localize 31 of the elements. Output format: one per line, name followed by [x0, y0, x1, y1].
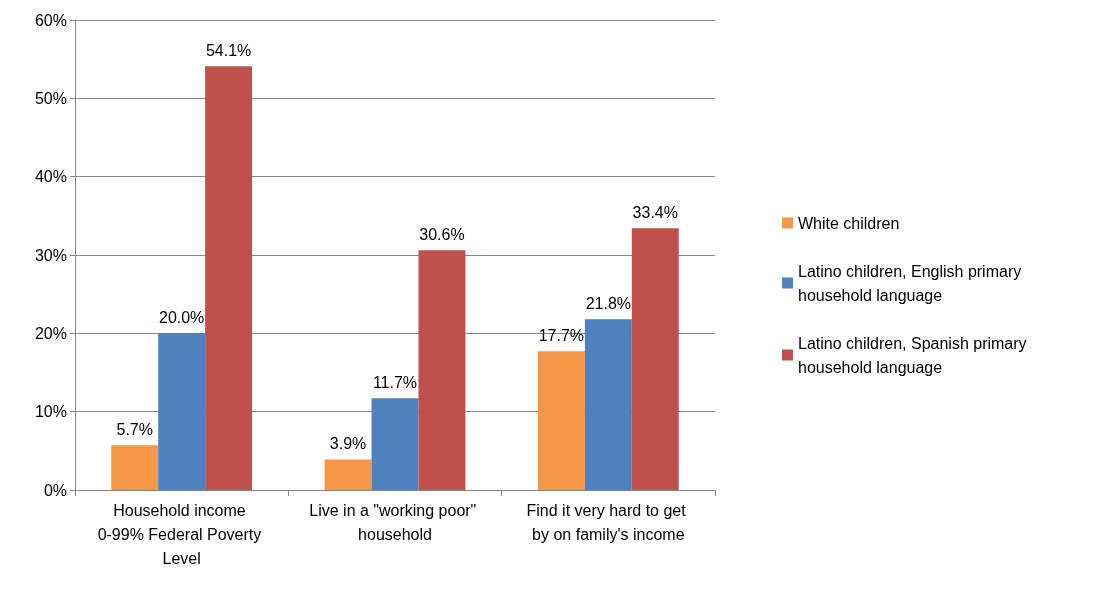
bar [418, 250, 466, 490]
bar [205, 66, 253, 490]
data-label: 3.9% [329, 434, 367, 452]
data-label: 11.7% [372, 373, 418, 391]
x-tick-label: Find it very hard to get by on family's income [526, 501, 691, 543]
x-tick-label: Live in a "working poor" household [309, 501, 481, 543]
data-label: 21.8% [585, 294, 632, 312]
data-label: 30.6% [419, 225, 465, 243]
data-label: 33.4% [632, 203, 678, 221]
data-label: 54.1% [205, 41, 252, 59]
legend-label: Latino children, Spanish primary household language [798, 334, 1032, 376]
bar [158, 333, 206, 490]
bar [631, 228, 679, 490]
bar [584, 319, 632, 490]
y-tick-label: 60% [34, 11, 67, 29]
bar [537, 351, 585, 490]
bar [324, 459, 372, 490]
bar [371, 398, 419, 490]
y-tick-label: 10% [34, 403, 67, 421]
legend-label: White children [798, 214, 900, 232]
bar [111, 445, 159, 490]
y-tick-label: 0% [43, 481, 67, 499]
y-tick-label: 40% [34, 168, 67, 186]
y-tick-label: 50% [34, 89, 67, 107]
data-label: 20.0% [158, 308, 205, 326]
x-tick-label: Household income 0-99% Federal Poverty Level [97, 501, 266, 567]
y-tick-label: 30% [34, 246, 67, 264]
legend-label: Latino children, English primary household language [798, 262, 1026, 304]
y-tick-label: 20% [34, 324, 67, 342]
data-label: 17.7% [538, 326, 585, 344]
data-label: 5.7% [116, 420, 153, 438]
